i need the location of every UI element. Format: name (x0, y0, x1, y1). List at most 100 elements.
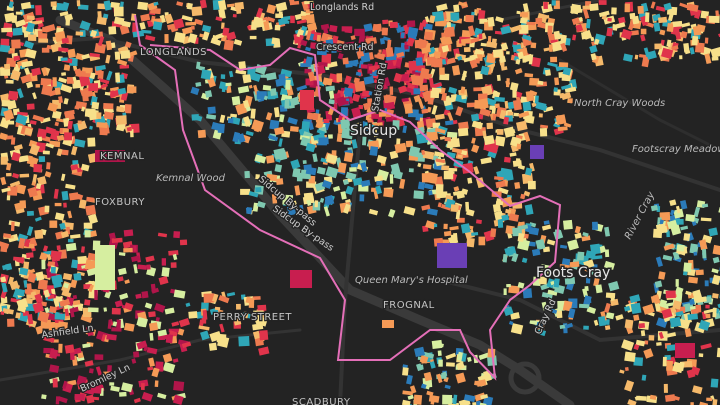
building (680, 225, 689, 231)
building (177, 328, 185, 336)
building (684, 328, 692, 338)
building (148, 322, 159, 332)
building (178, 318, 190, 328)
building (555, 114, 567, 126)
building (437, 350, 442, 356)
building (232, 13, 237, 18)
building (32, 301, 45, 314)
building (190, 86, 200, 96)
building (654, 280, 663, 288)
building (495, 180, 506, 189)
building (84, 360, 94, 367)
building (510, 312, 520, 320)
building (395, 58, 403, 68)
building (44, 171, 52, 178)
building (535, 103, 548, 112)
building (558, 62, 569, 68)
building (492, 113, 497, 121)
building (63, 98, 69, 105)
building (695, 304, 702, 313)
building (237, 133, 246, 143)
building (638, 322, 646, 329)
building (5, 79, 14, 84)
building (700, 343, 712, 350)
building (541, 224, 552, 231)
building (95, 150, 125, 162)
building (604, 325, 611, 331)
building (659, 29, 666, 36)
building (515, 58, 521, 65)
building (342, 57, 349, 65)
building (60, 173, 66, 182)
building (40, 301, 48, 307)
building (376, 52, 386, 61)
building (522, 288, 533, 299)
building (345, 171, 357, 181)
building (690, 402, 694, 405)
building (373, 128, 378, 138)
building (665, 290, 676, 299)
building (686, 3, 699, 12)
building (445, 120, 454, 126)
building (463, 56, 473, 63)
building (275, 1, 288, 12)
building (120, 50, 131, 60)
building (44, 205, 50, 213)
building (426, 172, 438, 184)
building (6, 195, 11, 201)
building (172, 394, 184, 405)
building (26, 81, 34, 89)
building (624, 319, 634, 329)
building (53, 188, 59, 199)
building (63, 202, 67, 208)
building (75, 52, 85, 61)
building (329, 24, 338, 33)
building (524, 73, 534, 78)
building (428, 190, 433, 196)
building (32, 92, 37, 100)
building (516, 120, 528, 132)
building (285, 79, 291, 90)
building (240, 188, 251, 195)
roundabout (508, 361, 542, 395)
building (563, 219, 573, 230)
building (58, 77, 68, 84)
building (32, 174, 38, 183)
building (70, 279, 78, 289)
building (68, 192, 79, 201)
building (46, 162, 51, 170)
building (232, 131, 241, 143)
building (519, 24, 529, 34)
building (661, 47, 674, 59)
building (495, 200, 504, 206)
building (673, 395, 680, 401)
building (495, 16, 504, 23)
building (716, 347, 720, 358)
building (118, 267, 127, 276)
building (422, 164, 432, 170)
building (406, 37, 415, 47)
building (363, 75, 375, 85)
building (543, 1, 548, 9)
building (87, 307, 99, 313)
building (91, 383, 102, 394)
building (292, 167, 301, 178)
building (26, 226, 34, 236)
building (430, 398, 435, 405)
building (433, 151, 445, 158)
building (451, 65, 461, 76)
building (67, 120, 73, 130)
building (575, 23, 584, 33)
building (549, 308, 558, 314)
building (431, 105, 438, 115)
building (245, 296, 251, 304)
building (82, 343, 91, 349)
building (49, 220, 58, 228)
building (273, 107, 280, 118)
building (711, 268, 719, 274)
building (85, 394, 95, 404)
building (48, 327, 55, 333)
building (450, 94, 458, 100)
building (561, 91, 572, 101)
building (561, 258, 571, 266)
